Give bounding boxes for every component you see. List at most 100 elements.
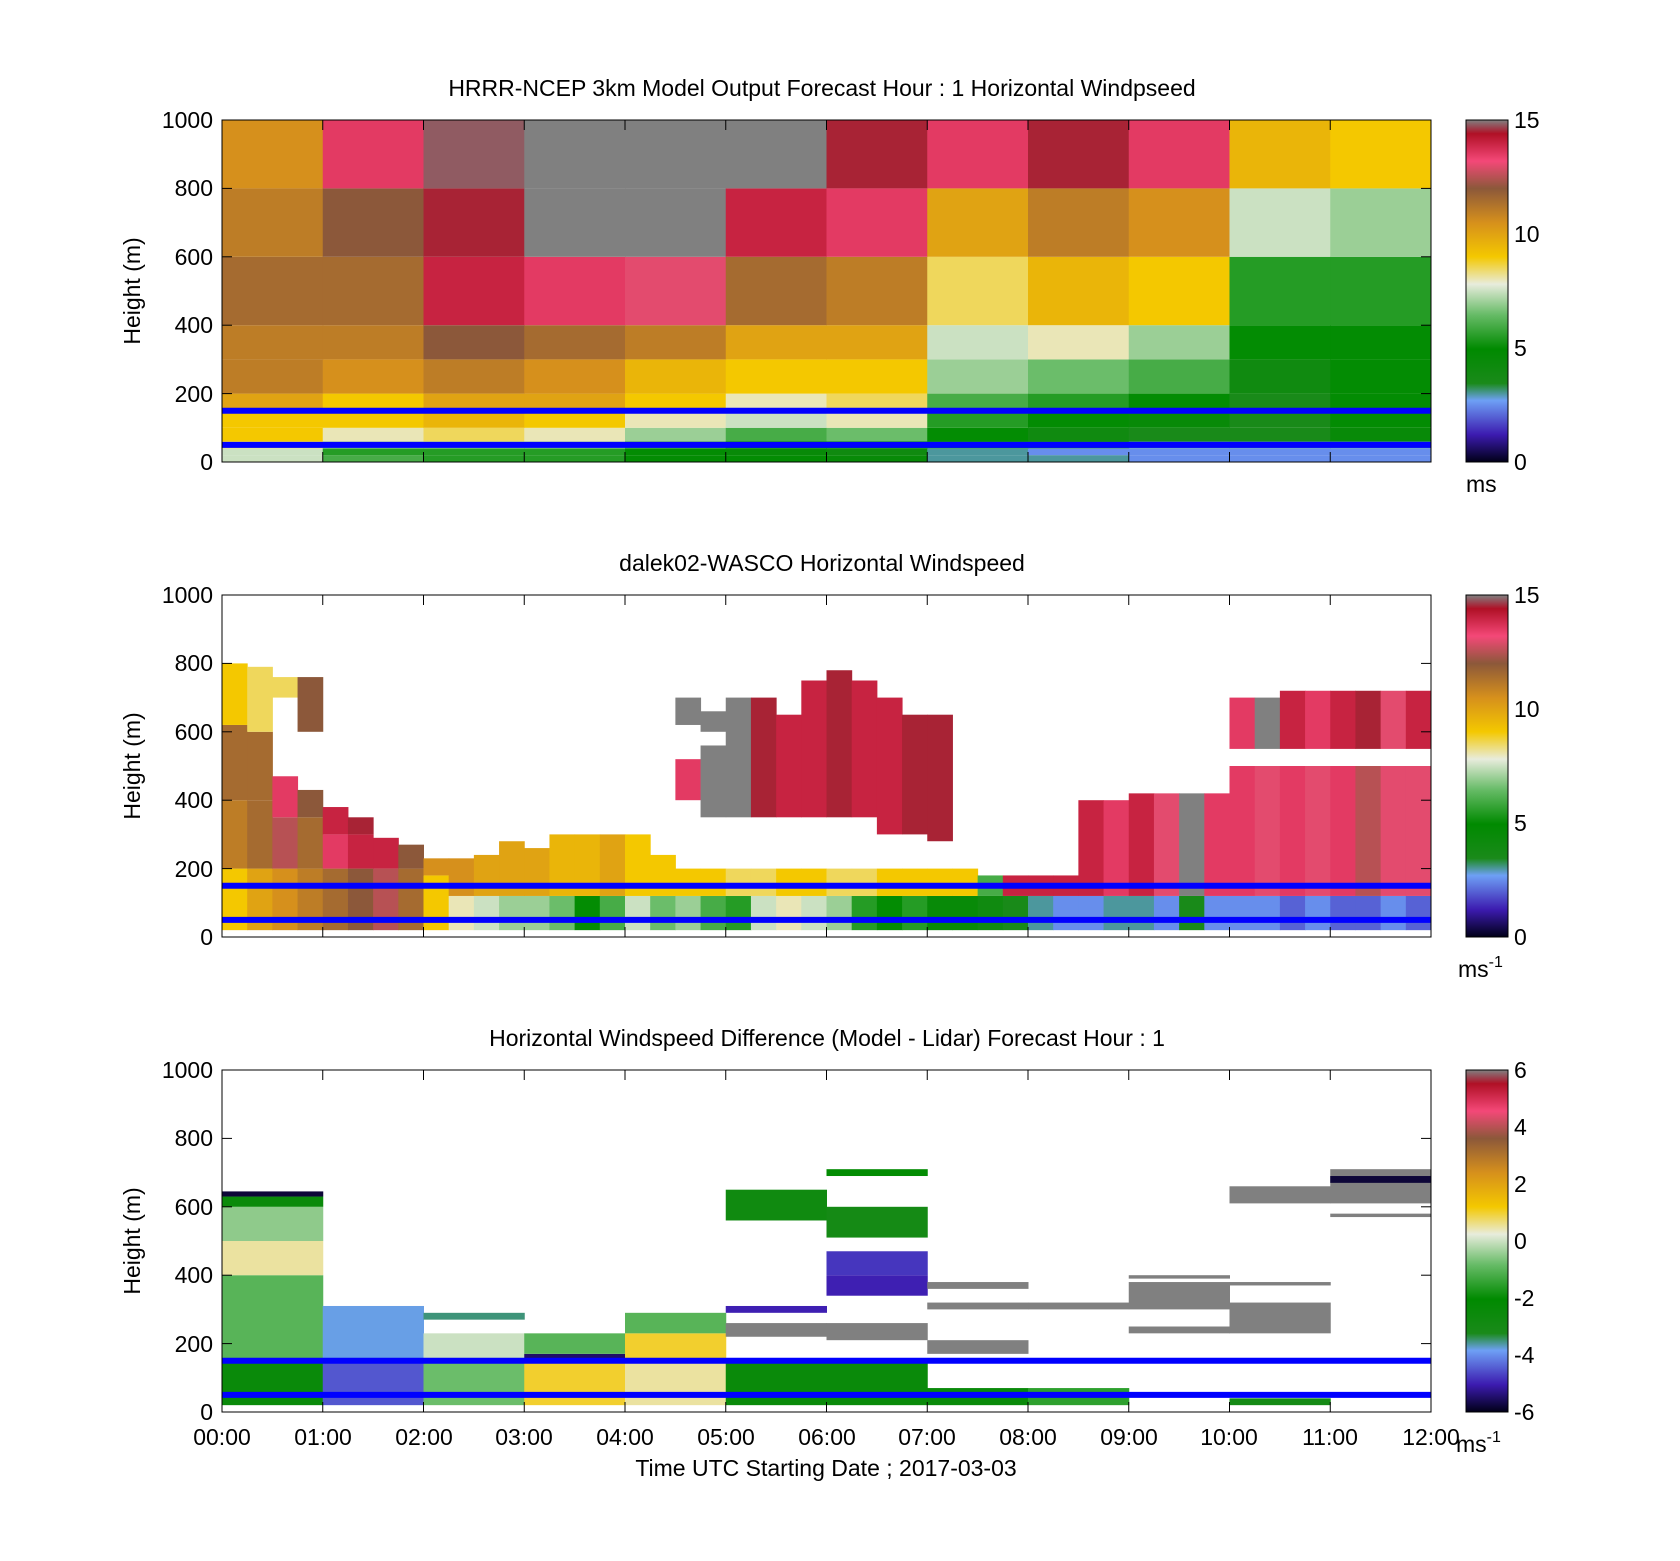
heatmap-cell	[423, 448, 525, 456]
heatmap-cell	[750, 697, 777, 818]
heatmap-cell	[826, 1323, 928, 1341]
heatmap-cell	[1078, 800, 1105, 896]
heatmap-cell	[322, 1360, 424, 1406]
x-tick-label: 01:00	[294, 1424, 352, 1450]
heatmap-cell	[297, 789, 324, 818]
heatmap-cell	[423, 359, 525, 394]
heatmap-cell	[1128, 455, 1230, 462]
heatmap-cell	[927, 120, 1029, 189]
heatmap-cell	[272, 776, 299, 818]
heatmap-cell	[222, 120, 324, 189]
heatmap-cell	[322, 834, 349, 869]
x-tick-label: 10:00	[1200, 1424, 1258, 1450]
heatmap-cell	[725, 1360, 827, 1406]
heatmap-cell	[826, 1251, 928, 1276]
y-tick-label: 0	[200, 449, 213, 475]
heatmap-cell	[826, 393, 928, 411]
heatmap-cell	[1128, 1275, 1230, 1279]
heatmap-cell	[1330, 455, 1432, 462]
heatmap-cell	[625, 448, 727, 456]
panel-title: Horizontal Windspeed Difference (Model -…	[489, 1025, 1165, 1051]
heatmap-cell	[222, 393, 324, 411]
heatmap-cell	[927, 393, 1029, 411]
colorbar-unit-text: ms	[1456, 1431, 1487, 1457]
heatmap-cell	[725, 393, 827, 411]
heatmap-cell	[801, 895, 827, 931]
heatmap-cell	[1380, 690, 1407, 749]
heatmap-cell	[625, 256, 727, 326]
heatmap-cell	[725, 188, 827, 257]
heatmap-cell	[1002, 895, 1029, 931]
heatmap-cell	[524, 120, 626, 189]
heatmap-cell	[1128, 359, 1230, 394]
heatmap-cell	[927, 1282, 1029, 1289]
heatmap-cell	[599, 895, 626, 931]
heatmap-cells	[222, 663, 1432, 931]
heatmap-cell	[524, 325, 626, 360]
heatmap-cell	[423, 455, 525, 462]
heatmap-cell	[222, 724, 248, 801]
heatmap-cell	[1179, 793, 1205, 896]
heatmap-cell	[1330, 188, 1432, 257]
heatmap-cell	[322, 393, 424, 411]
heatmap-cell	[1330, 1169, 1432, 1204]
heatmap-cell	[473, 854, 500, 896]
heatmap-cell	[927, 1340, 1029, 1354]
heatmap-cell	[1028, 359, 1130, 394]
heatmap-cell	[222, 188, 324, 257]
heatmap-cell	[675, 895, 702, 931]
heatmap-cell	[1128, 188, 1230, 257]
y-tick-label: 800	[175, 1125, 213, 1151]
heatmap-cell	[650, 895, 676, 931]
heatmap-cell	[322, 410, 424, 428]
heatmap-cell	[1405, 895, 1432, 931]
heatmap-cell	[1103, 895, 1130, 931]
heatmap-cell	[1355, 690, 1382, 749]
y-tick-label: 800	[175, 175, 213, 201]
heatmap-cell	[625, 120, 727, 189]
heatmap-cell	[1330, 256, 1432, 326]
heatmap-cell	[524, 359, 626, 394]
heatmap-cell	[700, 745, 727, 818]
heatmap-cell	[725, 120, 827, 189]
heatmap-cell	[952, 868, 979, 896]
heatmap-cell	[902, 714, 928, 835]
heatmap-cell	[1128, 120, 1230, 189]
heatmap-cell	[222, 256, 324, 326]
heatmap-cell	[625, 1312, 727, 1334]
x-tick-label: 12:00	[1402, 1424, 1460, 1450]
tick-marks	[221, 1069, 1432, 1413]
heatmap-cell	[499, 895, 525, 931]
heatmap-cell	[902, 895, 928, 931]
heatmap-cell	[625, 1333, 727, 1361]
heatmap-cell	[322, 120, 424, 189]
heatmap-cell	[222, 1196, 324, 1207]
colorbar-bar	[1465, 1069, 1509, 1413]
heatmap-cell	[1330, 895, 1356, 931]
heatmap-cell	[1028, 455, 1130, 462]
heatmap-cell	[272, 677, 299, 698]
heatmap-cell	[1330, 359, 1432, 394]
heatmap-cell	[574, 895, 601, 931]
heatmap-cell	[1330, 427, 1432, 442]
heatmap-cell	[222, 1191, 324, 1197]
heatmap-cell	[1279, 895, 1306, 931]
heatmap-cell	[222, 359, 324, 394]
heatmap-cell	[826, 256, 928, 326]
heatmap-cell	[322, 256, 424, 326]
heatmap-cell	[1229, 256, 1331, 326]
heatmap-cell	[1330, 410, 1432, 428]
colorbar-tick-label: 15	[1514, 582, 1540, 608]
heatmap-cell	[347, 817, 374, 835]
heatmap-cell	[826, 427, 928, 442]
y-axis-label: Height (m)	[119, 1187, 145, 1294]
heatmap-cell	[927, 427, 1029, 442]
heatmap-cell	[1305, 766, 1331, 896]
x-tick-label: 03:00	[495, 1424, 553, 1450]
heatmap-cell	[322, 448, 424, 456]
heatmap-cell	[322, 188, 424, 257]
heatmap-cell	[1405, 690, 1432, 749]
x-tick-label: 07:00	[898, 1424, 956, 1450]
colorbar-tick-label: -2	[1514, 1285, 1534, 1311]
colorbar-unit: ms-1	[1458, 954, 1503, 982]
